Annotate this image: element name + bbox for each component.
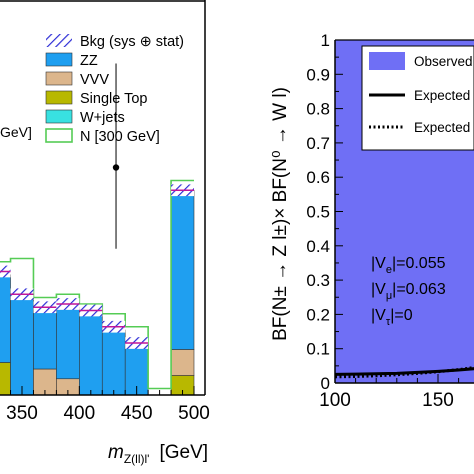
legend-label: VVV bbox=[80, 72, 109, 88]
bar-zz bbox=[10, 297, 34, 396]
coupling-annotations: |Ve|=0.055 |Vμ|=0.063 |Vτ|=0 bbox=[371, 255, 446, 328]
left-x-axis-label: mZ(ll)l' [GeV] bbox=[108, 442, 208, 466]
bar-vvv bbox=[170, 349, 195, 376]
legend-swatch bbox=[369, 52, 405, 70]
x-tick-label: 450 bbox=[121, 403, 153, 424]
bar-zz bbox=[79, 313, 103, 396]
legend-swatch bbox=[45, 109, 73, 124]
y-tick-label: 0 bbox=[321, 374, 330, 393]
y-tick-label: 0.5 bbox=[306, 203, 330, 222]
y-tick-label: 1 bbox=[321, 31, 330, 50]
left-x-ticks: 350 400 450 500 bbox=[6, 386, 210, 424]
legend-label: Expected bbox=[414, 88, 470, 103]
stacked-histogram-bars bbox=[0, 189, 195, 396]
xlabel-unit: [GeV] bbox=[159, 442, 208, 463]
left-legend: Bkg (sys ⊕ stat) ZZ VVV Single Top W+jets N [… bbox=[45, 34, 184, 145]
expected-limit-curves bbox=[335, 366, 474, 379]
legend-swatch bbox=[46, 34, 72, 47]
legend-label: Single Top bbox=[80, 91, 147, 107]
right-y-ticks: 0 0.1 0.2 0.3 0.4 0.5 0.6 0.7 0.8 0.9 1 bbox=[306, 31, 343, 393]
right-x-ticks: 100 150 bbox=[319, 374, 460, 411]
data-point bbox=[112, 164, 120, 171]
x-tick-label: 150 bbox=[422, 390, 454, 411]
bar-zz bbox=[0, 274, 11, 363]
legend-label: ZZ bbox=[80, 53, 98, 69]
legend-swatch bbox=[45, 90, 73, 105]
bar-single-top bbox=[0, 362, 11, 396]
legend-label: Bkg (sys ⊕ stat) bbox=[80, 34, 184, 50]
partial-label: GeV] bbox=[0, 124, 32, 140]
bar-zz bbox=[33, 310, 57, 370]
signal-histogram bbox=[0, 179, 194, 390]
y-tick-label: 0.1 bbox=[306, 340, 330, 359]
right-legend: Observed Expected Expected bbox=[361, 45, 474, 151]
xlabel-sub: Z(ll)l' bbox=[124, 452, 150, 466]
y-tick-label: 0.7 bbox=[306, 134, 330, 153]
coupling-label: |Ve|=0.055 bbox=[371, 255, 446, 276]
y-tick-label: 0.2 bbox=[306, 305, 330, 324]
signal-outline bbox=[0, 179, 194, 390]
bkg-uncertainty-band bbox=[0, 184, 194, 349]
x-tick-label: 400 bbox=[63, 403, 95, 424]
y-tick-label: 0.6 bbox=[306, 168, 330, 187]
right-limit-panel: 0 0.1 0.2 0.3 0.4 0.5 0.6 0.7 0.8 0.9 1 100 150 Obs… bbox=[270, 31, 474, 411]
y-tick-label: 0.9 bbox=[306, 65, 330, 84]
x-tick-label: 500 bbox=[178, 403, 210, 424]
legend-swatch bbox=[45, 71, 73, 86]
data-points bbox=[112, 63, 120, 249]
expected-solid-curve bbox=[335, 367, 474, 376]
legend-label: Expected bbox=[414, 120, 470, 135]
bar-zz bbox=[170, 189, 195, 350]
y-tick-label: 0.4 bbox=[306, 237, 330, 256]
bar-zz bbox=[56, 306, 80, 380]
xlabel-main: m bbox=[108, 442, 124, 463]
x-tick-label: 350 bbox=[6, 403, 38, 424]
legend-label: W+jets bbox=[80, 110, 125, 126]
y-tick-label: 0.3 bbox=[306, 271, 330, 290]
legend-swatch bbox=[45, 52, 73, 67]
legend-label: N [300 GeV] bbox=[80, 129, 160, 145]
legend-swatch bbox=[45, 128, 73, 143]
coupling-label: |Vμ|=0.063 bbox=[371, 281, 446, 302]
x-tick-label: 100 bbox=[319, 390, 351, 411]
right-y-axis-label: BF(N± → Z l±)× BF(N⁰ → W l) bbox=[270, 87, 291, 341]
y-tick-label: 0.8 bbox=[306, 100, 330, 119]
legend-label: Observed bbox=[414, 54, 473, 69]
bar-zz bbox=[101, 329, 126, 396]
left-histogram-panel: 350 400 450 500 Bkg (sys ⊕ stat) ZZ VVV Single… bbox=[0, 0, 210, 466]
coupling-label: |Vτ|=0 bbox=[371, 307, 413, 328]
